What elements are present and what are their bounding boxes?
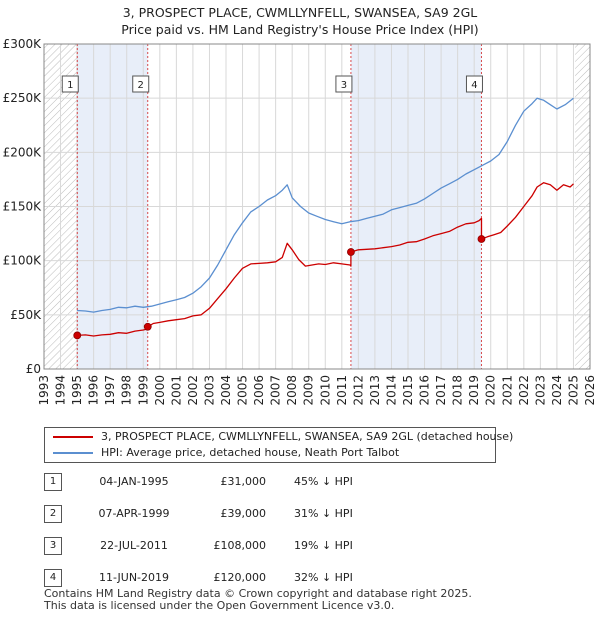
sale-hpi-diff: 19% ↓ HPI xyxy=(294,539,353,552)
x-tick-label: 2022 xyxy=(517,375,531,406)
x-tick-label: 2017 xyxy=(434,375,448,406)
sale-number-badge: 3 xyxy=(44,537,62,555)
y-tick-label: £150K xyxy=(3,200,43,214)
sale-date: 04-JAN-1995 xyxy=(99,475,169,488)
x-tick-label: 1996 xyxy=(87,375,101,406)
x-tick-label: 2016 xyxy=(418,375,432,406)
legend-item-property: 3, PROSPECT PLACE, CWMLLYNFELL, SWANSEA,… xyxy=(53,429,513,445)
title-subtitle: Price paid vs. HM Land Registry's House … xyxy=(121,22,479,37)
sale-row: 2 07-APR-1999 £39,000 31% ↓ HPI xyxy=(44,505,424,523)
sale-point xyxy=(347,248,355,256)
x-tick-label: 1993 xyxy=(37,375,51,406)
x-tick-label: 2024 xyxy=(550,375,564,406)
x-tick-label: 1994 xyxy=(54,375,68,406)
sale-hpi-diff: 31% ↓ HPI xyxy=(294,507,353,520)
y-tick-label: £250K xyxy=(3,91,43,105)
x-tick-label: 2012 xyxy=(351,375,365,406)
sale-number-badge: 1 xyxy=(44,473,62,491)
sale-row: 3 22-JUL-2011 £108,000 19% ↓ HPI xyxy=(44,537,424,555)
series-line-hpi xyxy=(77,97,574,313)
x-tick-label: 2019 xyxy=(467,375,481,406)
chart-legend: 3, PROSPECT PLACE, CWMLLYNFELL, SWANSEA,… xyxy=(44,427,513,463)
x-tick-label: 2006 xyxy=(252,375,266,406)
x-tick-label: 2009 xyxy=(302,375,316,406)
sale-row: 4 11-JUN-2019 £120,000 32% ↓ HPI xyxy=(44,569,424,587)
sale-point xyxy=(73,331,82,340)
y-tick-label: £100K xyxy=(3,254,43,268)
sale-date: 11-JUN-2019 xyxy=(98,571,170,584)
x-tick-label: 2000 xyxy=(153,375,167,406)
series-line-property xyxy=(77,182,574,337)
plot-border xyxy=(43,43,591,370)
sale-price: £39,000 xyxy=(220,507,267,520)
sale-marker-box xyxy=(132,75,150,93)
x-tick-label: 2025 xyxy=(566,375,580,406)
title-address: 3, PROSPECT PLACE, CWMLLYNFELL, SWANSEA,… xyxy=(122,5,478,20)
sale-row: 1 04-JAN-1995 £31,000 45% ↓ HPI xyxy=(44,473,424,491)
y-tick-label: £50K xyxy=(10,308,42,322)
sale-price: £108,000 xyxy=(213,539,267,552)
legend-swatch-hpi xyxy=(53,452,93,454)
x-tick-label: 2011 xyxy=(335,375,349,406)
sale-point xyxy=(477,235,486,243)
sale-date: 22-JUL-2011 xyxy=(100,539,168,552)
x-tick-label: 2015 xyxy=(401,375,415,406)
footer-copyright: Contains HM Land Registry data © Crown c… xyxy=(44,587,472,600)
sale-number-badge: 4 xyxy=(44,569,62,587)
sale-marker-label: 4 xyxy=(471,80,477,91)
x-tick-label: 2005 xyxy=(236,375,250,406)
x-tick-label: 2026 xyxy=(583,375,597,406)
legend-swatch-property xyxy=(53,436,93,438)
sale-marker-label: 1 xyxy=(67,80,73,91)
footer-licence: This data is licensed under the Open Gov… xyxy=(44,599,395,612)
sale-price: £120,000 xyxy=(213,571,267,584)
x-tick-label: 1997 xyxy=(103,375,117,406)
sale-marker-label: 3 xyxy=(341,80,347,91)
x-tick-label: 1998 xyxy=(120,375,134,406)
x-tick-label: 2007 xyxy=(269,375,283,406)
y-tick-label: £0 xyxy=(26,362,41,376)
x-tick-label: 2008 xyxy=(285,375,299,406)
sale-point xyxy=(143,322,152,331)
sale-number-badge: 2 xyxy=(44,505,62,523)
x-tick-label: 2013 xyxy=(368,375,382,406)
x-tick-label: 2018 xyxy=(451,375,465,406)
x-tick-label: 2002 xyxy=(186,375,200,406)
x-tick-label: 1995 xyxy=(70,375,84,406)
chart-title: 3, PROSPECT PLACE, CWMLLYNFELL, SWANSEA,… xyxy=(0,4,600,38)
legend-label-hpi: HPI: Average price, detached house, Neat… xyxy=(101,446,400,459)
sale-marker-box xyxy=(465,75,483,93)
sale-hpi-diff: 32% ↓ HPI xyxy=(294,571,353,584)
sale-marker-box xyxy=(335,75,353,93)
y-tick-label: £200K xyxy=(3,145,43,159)
legend-item-hpi: HPI: Average price, detached house, Neat… xyxy=(53,445,399,461)
sale-marker-label: 2 xyxy=(138,80,144,91)
sale-marker-box xyxy=(61,75,79,93)
x-tick-label: 2010 xyxy=(318,375,332,406)
x-tick-label: 2023 xyxy=(533,375,547,406)
x-tick-label: 2014 xyxy=(384,375,398,406)
sale-price: £31,000 xyxy=(220,475,267,488)
x-tick-label: 2003 xyxy=(202,375,216,406)
x-tick-label: 2001 xyxy=(169,375,183,406)
x-tick-label: 2004 xyxy=(219,375,233,406)
x-tick-label: 1999 xyxy=(136,375,150,406)
attribution-footer: Contains HM Land Registry data © Crown c… xyxy=(44,588,472,612)
sale-date: 07-APR-1999 xyxy=(98,507,170,520)
sale-hpi-diff: 45% ↓ HPI xyxy=(294,475,353,488)
y-tick-label: £300K xyxy=(3,37,43,51)
x-tick-label: 2020 xyxy=(484,375,498,406)
x-tick-label: 2021 xyxy=(500,375,514,406)
legend-label-property: 3, PROSPECT PLACE, CWMLLYNFELL, SWANSEA,… xyxy=(101,430,514,443)
